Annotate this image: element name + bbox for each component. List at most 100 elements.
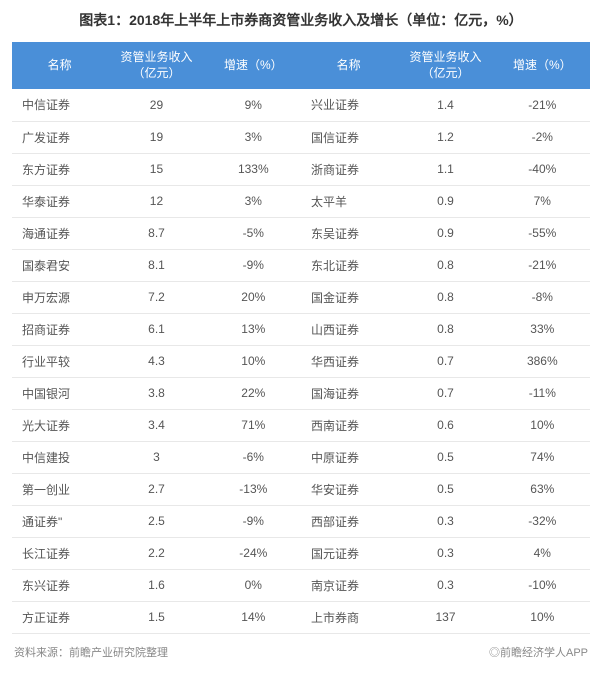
cell-growth: -24%: [206, 537, 301, 569]
cell-growth: 386%: [495, 345, 590, 377]
cell-growth: -32%: [495, 505, 590, 537]
header-revenue: 资管业务收入（亿元）: [396, 42, 494, 89]
data-table-right: 名称 资管业务收入（亿元） 增速（%） 兴业证券1.4-21%国信证券1.2-2…: [301, 42, 590, 634]
cell-growth: -2%: [495, 121, 590, 153]
cell-name: 国金证券: [301, 281, 396, 313]
cell-name: 中信建投: [12, 441, 107, 473]
table-row: 中国银河3.822%: [12, 377, 301, 409]
cell-growth: 10%: [495, 409, 590, 441]
cell-name: 兴业证券: [301, 89, 396, 121]
table-row: 中信建投3-6%: [12, 441, 301, 473]
table-row: 行业平较4.310%: [12, 345, 301, 377]
table-row: 国海证券0.7-11%: [301, 377, 590, 409]
cell-growth: 10%: [206, 345, 301, 377]
cell-growth: 22%: [206, 377, 301, 409]
table-row: 国元证券0.34%: [301, 537, 590, 569]
cell-revenue: 0.3: [396, 537, 494, 569]
cell-revenue: 15: [107, 153, 205, 185]
cell-revenue: 29: [107, 89, 205, 121]
header-revenue: 资管业务收入（亿元）: [107, 42, 205, 89]
cell-revenue: 3.8: [107, 377, 205, 409]
header-name: 名称: [301, 42, 396, 89]
cell-growth: 133%: [206, 153, 301, 185]
cell-name: 中原证券: [301, 441, 396, 473]
cell-revenue: 0.9: [396, 185, 494, 217]
cell-revenue: 0.6: [396, 409, 494, 441]
cell-growth: -21%: [495, 249, 590, 281]
cell-revenue: 1.2: [396, 121, 494, 153]
table-row: 兴业证券1.4-21%: [301, 89, 590, 121]
footer: 资料来源：前瞻产业研究院整理 ◎前瞻经济学人APP: [12, 644, 590, 660]
table-row: 中信证券299%: [12, 89, 301, 121]
cell-revenue: 1.5: [107, 601, 205, 633]
cell-name: 申万宏源: [12, 281, 107, 313]
table-row: 第一创业2.7-13%: [12, 473, 301, 505]
table-row: 国泰君安8.1-9%: [12, 249, 301, 281]
cell-growth: 0%: [206, 569, 301, 601]
cell-revenue: 0.7: [396, 345, 494, 377]
cell-growth: -13%: [206, 473, 301, 505]
header-name: 名称: [12, 42, 107, 89]
cell-growth: 74%: [495, 441, 590, 473]
cell-name: 国信证券: [301, 121, 396, 153]
cell-revenue: 0.9: [396, 217, 494, 249]
table-row: 浙商证券1.1-40%: [301, 153, 590, 185]
cell-growth: 10%: [495, 601, 590, 633]
table-row: 招商证券6.113%: [12, 313, 301, 345]
cell-revenue: 3.4: [107, 409, 205, 441]
footer-source: 资料来源：前瞻产业研究院整理: [14, 644, 168, 660]
cell-name: 光大证券: [12, 409, 107, 441]
cell-name: 华西证券: [301, 345, 396, 377]
table-row: 东吴证券0.9-55%: [301, 217, 590, 249]
cell-growth: -40%: [495, 153, 590, 185]
cell-revenue: 137: [396, 601, 494, 633]
table-row: 光大证券3.471%: [12, 409, 301, 441]
cell-growth: 63%: [495, 473, 590, 505]
cell-growth: 20%: [206, 281, 301, 313]
cell-name: 中信证券: [12, 89, 107, 121]
table-wrapper: 名称 资管业务收入（亿元） 增速（%） 中信证券299%广发证券193%东方证券…: [12, 42, 590, 634]
cell-growth: 9%: [206, 89, 301, 121]
table-row: 西部证券0.3-32%: [301, 505, 590, 537]
cell-revenue: 6.1: [107, 313, 205, 345]
cell-growth: -8%: [495, 281, 590, 313]
cell-name: 西南证券: [301, 409, 396, 441]
cell-name: 上市券商: [301, 601, 396, 633]
chart-title: 图表1：2018年上半年上市券商资管业务收入及增长（单位：亿元，%）: [12, 10, 590, 30]
cell-name: 西部证券: [301, 505, 396, 537]
table-row: 东兴证券1.60%: [12, 569, 301, 601]
table-row: 通证券"2.5-9%: [12, 505, 301, 537]
cell-name: 东兴证券: [12, 569, 107, 601]
cell-growth: -10%: [495, 569, 590, 601]
cell-growth: 4%: [495, 537, 590, 569]
header-growth: 增速（%）: [206, 42, 301, 89]
cell-name: 广发证券: [12, 121, 107, 153]
table-row: 华西证券0.7386%: [301, 345, 590, 377]
cell-name: 第一创业: [12, 473, 107, 505]
cell-growth: 7%: [495, 185, 590, 217]
cell-revenue: 1.1: [396, 153, 494, 185]
table-row: 东北证券0.8-21%: [301, 249, 590, 281]
cell-revenue: 7.2: [107, 281, 205, 313]
cell-growth: -55%: [495, 217, 590, 249]
table-row: 西南证券0.610%: [301, 409, 590, 441]
cell-growth: 14%: [206, 601, 301, 633]
table-row: 方正证券1.514%: [12, 601, 301, 633]
cell-growth: 3%: [206, 121, 301, 153]
table-row: 国信证券1.2-2%: [301, 121, 590, 153]
cell-name: 方正证券: [12, 601, 107, 633]
table-row: 太平羊0.97%: [301, 185, 590, 217]
cell-name: 东北证券: [301, 249, 396, 281]
cell-revenue: 0.8: [396, 249, 494, 281]
cell-revenue: 2.7: [107, 473, 205, 505]
cell-revenue: 0.7: [396, 377, 494, 409]
cell-name: 中国银河: [12, 377, 107, 409]
cell-name: 行业平较: [12, 345, 107, 377]
cell-name: 太平羊: [301, 185, 396, 217]
cell-name: 招商证券: [12, 313, 107, 345]
header-row: 名称 资管业务收入（亿元） 增速（%）: [12, 42, 301, 89]
cell-name: 山西证券: [301, 313, 396, 345]
cell-revenue: 12: [107, 185, 205, 217]
table-row: 国金证券0.8-8%: [301, 281, 590, 313]
cell-revenue: 0.5: [396, 473, 494, 505]
